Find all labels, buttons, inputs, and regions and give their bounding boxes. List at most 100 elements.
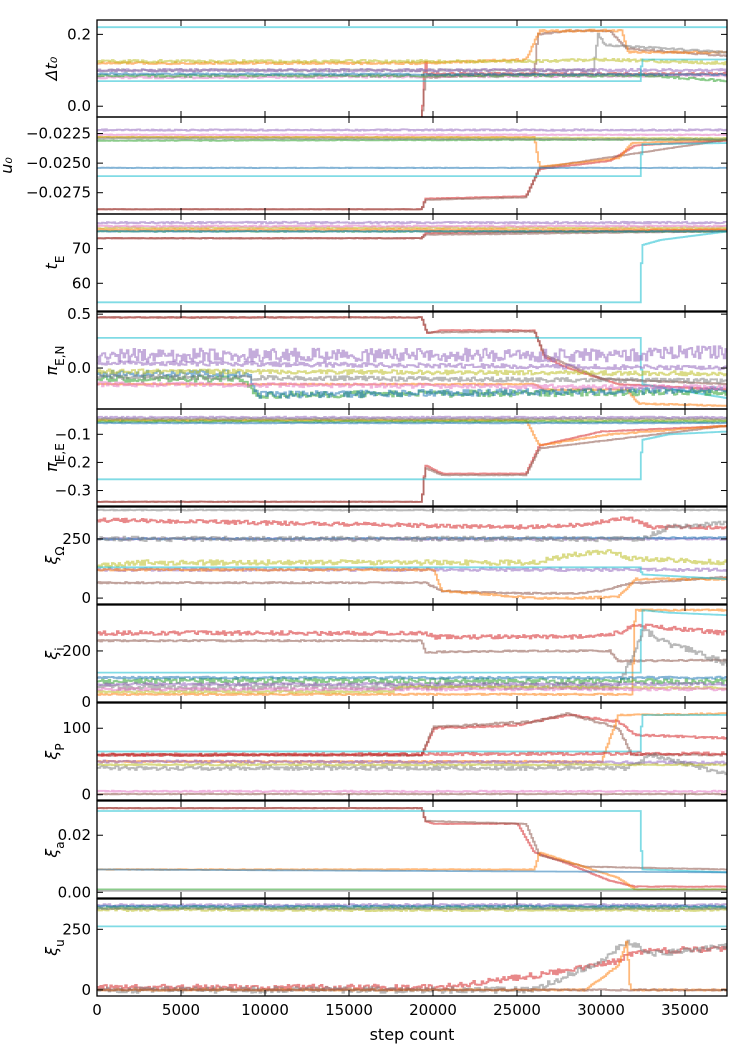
trace-line — [97, 128, 727, 132]
trace-line — [97, 137, 727, 141]
y-axis-label: tE — [42, 256, 67, 270]
trace-lines — [97, 608, 727, 696]
trace-line — [97, 381, 727, 391]
y-axis-label: ξΩ — [42, 546, 67, 565]
trace-line — [97, 868, 727, 874]
trace-line — [97, 136, 727, 168]
y-tick-label: 70 — [72, 240, 91, 258]
trace-lines — [97, 806, 727, 892]
y-tick-label: 0.0 — [67, 97, 91, 115]
trace-line — [97, 345, 727, 363]
x-axis-label: step count — [370, 1025, 455, 1044]
trace-line — [97, 230, 727, 304]
y-tick-label: 0.0 — [67, 359, 91, 377]
trace-line — [97, 939, 727, 994]
trace-line — [97, 575, 727, 595]
y-tick-label: −0.2 — [55, 453, 91, 471]
trace-line — [97, 789, 727, 793]
trace-line — [97, 682, 727, 687]
trace-line — [97, 58, 727, 82]
trace-line — [97, 360, 727, 371]
trace-line — [97, 166, 727, 169]
trace-line — [97, 420, 727, 424]
trace-line — [97, 623, 727, 640]
trace-line — [97, 714, 727, 753]
panel-frame — [96, 408, 728, 507]
y-axis-label: u₀ — [0, 157, 16, 174]
trace-line — [97, 57, 727, 66]
y-axis-label: Δt₀ — [42, 56, 61, 82]
y-tick-label: −0.3 — [55, 482, 91, 500]
trace-line — [97, 549, 727, 569]
y-tick-label: 0 — [81, 786, 91, 804]
trace-panel: 0.0 0.5 πE,N — [42, 305, 728, 410]
y-tick-label: 0.5 — [67, 305, 91, 323]
trace-line — [97, 807, 727, 871]
y-tick-label: −0.0275 — [26, 184, 91, 202]
y-tick-label: 200 — [62, 642, 91, 660]
trace-line — [97, 792, 727, 796]
y-tick-label: 60 — [72, 274, 91, 292]
trace-line — [97, 224, 727, 228]
x-tick-label: 0 — [92, 1001, 102, 1019]
y-axis-label: πE,E — [42, 443, 67, 472]
panel-frame — [96, 604, 728, 703]
x-tick-label: 30000 — [577, 1001, 625, 1019]
x-tick-label: 5000 — [162, 1001, 200, 1019]
trace-line — [97, 373, 727, 384]
y-tick-label: 250 — [62, 920, 91, 938]
trace-line — [97, 609, 727, 674]
panel-frame — [96, 506, 728, 605]
y-axis-label: ξu — [42, 939, 67, 957]
trace-line — [97, 425, 727, 503]
trace-line — [97, 810, 727, 874]
trace-line — [97, 752, 727, 776]
y-tick-label: 0 — [81, 693, 91, 711]
trace-lines — [97, 903, 727, 994]
x-tick-label: 35000 — [661, 1001, 709, 1019]
y-tick-label: 0 — [81, 981, 91, 999]
y-tick-label: 0.00 — [58, 883, 91, 901]
trace-line — [97, 417, 727, 421]
trace-line — [97, 421, 727, 425]
trace-line — [97, 430, 727, 481]
trace-line — [97, 368, 727, 377]
y-axis-label: ξa — [42, 841, 67, 858]
panel-frame — [96, 898, 728, 997]
trace-line — [97, 142, 727, 177]
y-tick-label: −0.0250 — [26, 154, 91, 172]
trace-line — [97, 139, 727, 211]
trace-line — [97, 904, 727, 908]
trace-line — [97, 639, 727, 663]
trace-line — [97, 940, 727, 992]
trace-line — [97, 907, 727, 911]
y-tick-label: 100 — [62, 719, 91, 737]
panel-frame — [96, 213, 728, 312]
trace-panel: 60 70 tE — [42, 213, 728, 312]
trace-line — [97, 608, 727, 696]
trace-line — [97, 759, 727, 765]
trace-line — [97, 566, 727, 580]
trace-lines — [97, 316, 727, 407]
x-tick-label: 15000 — [325, 1001, 373, 1019]
y-axis-label: πE,N — [42, 345, 67, 375]
trace-line — [97, 516, 727, 530]
trace-line — [97, 369, 727, 399]
trace-line — [97, 72, 727, 77]
panel-frame — [96, 702, 728, 801]
y-tick-label: 250 — [62, 530, 91, 548]
trace-line — [97, 133, 727, 136]
x-tick-label: 20000 — [409, 1001, 457, 1019]
x-tick-label: 25000 — [493, 1001, 541, 1019]
trace-lines — [97, 415, 727, 503]
trace-lines — [97, 220, 727, 304]
y-tick-label: 0.2 — [67, 25, 91, 43]
trace-lines — [97, 26, 727, 117]
trace-line — [97, 806, 727, 888]
trace-line — [97, 415, 727, 420]
